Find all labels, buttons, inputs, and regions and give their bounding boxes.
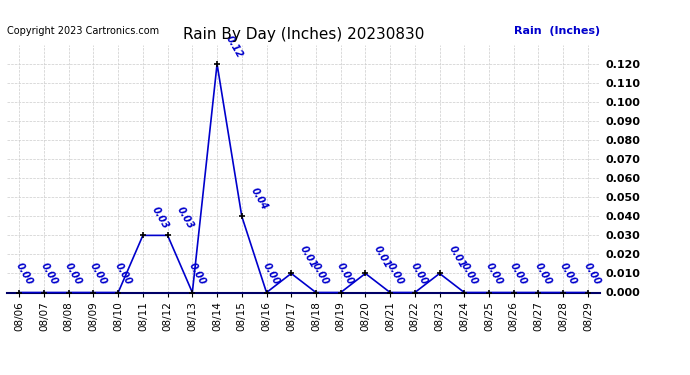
Text: 0.01: 0.01 [298,243,319,269]
Text: 0.00: 0.00 [484,261,504,287]
Text: 0.00: 0.00 [310,261,331,287]
Title: Rain By Day (Inches) 20230830: Rain By Day (Inches) 20230830 [183,27,424,42]
Text: 0.00: 0.00 [39,261,59,287]
Text: 0.00: 0.00 [88,261,108,287]
Text: Rain  (Inches): Rain (Inches) [514,26,600,36]
Text: 0.00: 0.00 [261,261,282,287]
Text: 0.00: 0.00 [63,261,83,287]
Text: 0.00: 0.00 [459,261,480,287]
Text: 0.03: 0.03 [175,206,195,231]
Text: 0.01: 0.01 [446,243,467,269]
Text: 0.01: 0.01 [373,243,393,269]
Text: 0.00: 0.00 [384,261,405,287]
Text: 0.00: 0.00 [335,261,356,287]
Text: 0.00: 0.00 [582,261,603,287]
Text: 0.00: 0.00 [187,261,208,287]
Text: 0.03: 0.03 [150,206,170,231]
Text: 0.00: 0.00 [14,261,34,287]
Text: 0.00: 0.00 [558,261,578,287]
Text: 0.00: 0.00 [112,261,133,287]
Text: 0.00: 0.00 [509,261,529,287]
Text: 0.12: 0.12 [224,34,245,60]
Text: 0.04: 0.04 [248,186,269,212]
Text: Copyright 2023 Cartronics.com: Copyright 2023 Cartronics.com [7,26,159,36]
Text: 0.00: 0.00 [533,261,553,287]
Text: 0.00: 0.00 [409,261,430,287]
